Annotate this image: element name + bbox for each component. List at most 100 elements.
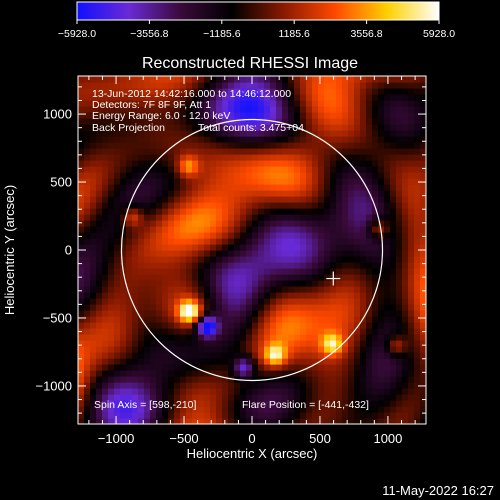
heatmap-cell bbox=[324, 334, 331, 341]
heatmap-cell bbox=[150, 166, 157, 173]
heatmap-cell bbox=[264, 304, 271, 311]
heatmap-cell bbox=[78, 106, 85, 113]
heatmap-cell bbox=[294, 310, 301, 317]
heatmap-cell bbox=[288, 268, 295, 275]
heatmap-cell bbox=[288, 328, 295, 335]
heatmap-cell bbox=[222, 304, 229, 311]
heatmap-cell bbox=[180, 142, 187, 149]
heatmap-cell bbox=[318, 142, 325, 149]
heatmap-cell bbox=[234, 124, 241, 131]
heatmap-cell bbox=[282, 244, 289, 251]
heatmap-cell bbox=[162, 400, 169, 407]
heatmap-cell bbox=[354, 238, 361, 245]
heatmap-cell bbox=[330, 220, 337, 227]
heatmap-cell bbox=[390, 226, 397, 233]
heatmap-cell bbox=[96, 142, 103, 149]
heatmap-cell bbox=[366, 400, 373, 407]
heatmap-cell bbox=[300, 232, 307, 239]
heatmap-cell bbox=[180, 382, 187, 389]
heatmap-cell bbox=[408, 298, 415, 305]
heatmap-cell bbox=[282, 118, 289, 125]
heatmap-cell bbox=[144, 382, 151, 389]
heatmap-cell bbox=[360, 364, 367, 371]
heatmap-cell bbox=[354, 376, 361, 383]
heatmap-cell bbox=[120, 112, 127, 119]
heatmap-cell bbox=[282, 112, 289, 119]
heatmap-cell bbox=[174, 88, 181, 95]
heatmap-cell bbox=[120, 160, 127, 167]
heatmap-cell bbox=[270, 364, 277, 371]
heatmap-cell bbox=[228, 172, 235, 179]
heatmap-cell bbox=[324, 256, 331, 263]
heatmap-cell bbox=[306, 124, 313, 131]
heatmap-cell bbox=[360, 418, 367, 424]
heatmap-cell bbox=[342, 310, 349, 317]
heatmap-cell bbox=[270, 178, 277, 185]
heatmap-cell bbox=[348, 226, 355, 233]
heatmap-cell bbox=[234, 268, 241, 275]
heatmap-cell bbox=[222, 244, 229, 251]
heatmap-cell bbox=[384, 418, 391, 424]
heatmap-cell bbox=[276, 292, 283, 299]
heatmap-cell bbox=[90, 220, 97, 227]
heatmap-cell bbox=[330, 160, 337, 167]
heatmap-cell bbox=[300, 268, 307, 275]
heatmap-cell bbox=[318, 88, 325, 95]
heatmap-cell bbox=[246, 100, 253, 107]
heatmap-cell bbox=[414, 298, 421, 305]
heatmap-cell bbox=[372, 136, 379, 143]
heatmap-cell bbox=[246, 220, 253, 227]
heatmap-cell bbox=[96, 358, 103, 365]
heatmap-cell bbox=[312, 106, 319, 113]
heatmap-cell bbox=[264, 292, 271, 299]
heatmap-cell bbox=[384, 190, 391, 197]
heatmap-cell bbox=[228, 268, 235, 275]
heatmap-cell bbox=[162, 418, 169, 424]
heatmap-cell bbox=[270, 352, 277, 359]
heatmap-cell bbox=[306, 196, 313, 203]
heatmap-cell bbox=[264, 412, 271, 419]
heatmap-cell bbox=[318, 328, 325, 335]
heatmap-cell bbox=[390, 292, 397, 299]
heatmap-cell bbox=[180, 190, 187, 197]
heatmap-cell bbox=[168, 208, 175, 215]
heatmap-cell bbox=[222, 148, 229, 155]
heatmap-cell bbox=[126, 328, 133, 335]
heatmap-cell bbox=[366, 244, 373, 251]
heatmap-cell bbox=[378, 400, 385, 407]
heatmap-cell bbox=[168, 364, 175, 371]
heatmap-cell bbox=[192, 220, 199, 227]
heatmap-cell bbox=[222, 382, 229, 389]
heatmap-cell bbox=[210, 388, 217, 395]
heatmap-cell bbox=[156, 148, 163, 155]
heatmap-cell bbox=[342, 286, 349, 293]
heatmap-cell bbox=[294, 280, 301, 287]
heatmap-cell bbox=[138, 286, 145, 293]
heatmap-cell bbox=[186, 298, 193, 305]
heatmap-cell bbox=[150, 256, 157, 263]
heatmap-cell bbox=[264, 250, 271, 257]
heatmap-cell bbox=[342, 370, 349, 377]
heatmap-cell bbox=[180, 394, 187, 401]
heatmap-cell bbox=[210, 346, 217, 353]
heatmap-cell bbox=[372, 160, 379, 167]
heatmap-cell bbox=[240, 178, 247, 185]
heatmap-cell bbox=[276, 184, 283, 191]
heatmap-cell bbox=[258, 208, 265, 215]
heatmap-cell bbox=[198, 166, 205, 173]
heatmap-cell bbox=[324, 280, 331, 287]
heatmap-cell bbox=[390, 106, 397, 113]
heatmap-cell bbox=[282, 214, 289, 221]
heatmap-cell bbox=[408, 394, 415, 401]
heatmap-cell bbox=[282, 364, 289, 371]
heatmap-cell bbox=[360, 142, 367, 149]
heatmap-cell bbox=[300, 370, 307, 377]
heatmap-cell bbox=[192, 382, 199, 389]
heatmap-cell bbox=[90, 238, 97, 245]
heatmap-cell bbox=[372, 214, 379, 221]
heatmap-cell bbox=[336, 118, 343, 125]
heatmap-cell bbox=[264, 400, 271, 407]
heatmap-cell bbox=[312, 406, 319, 413]
heatmap-cell bbox=[414, 100, 421, 107]
heatmap-cell bbox=[414, 310, 421, 317]
